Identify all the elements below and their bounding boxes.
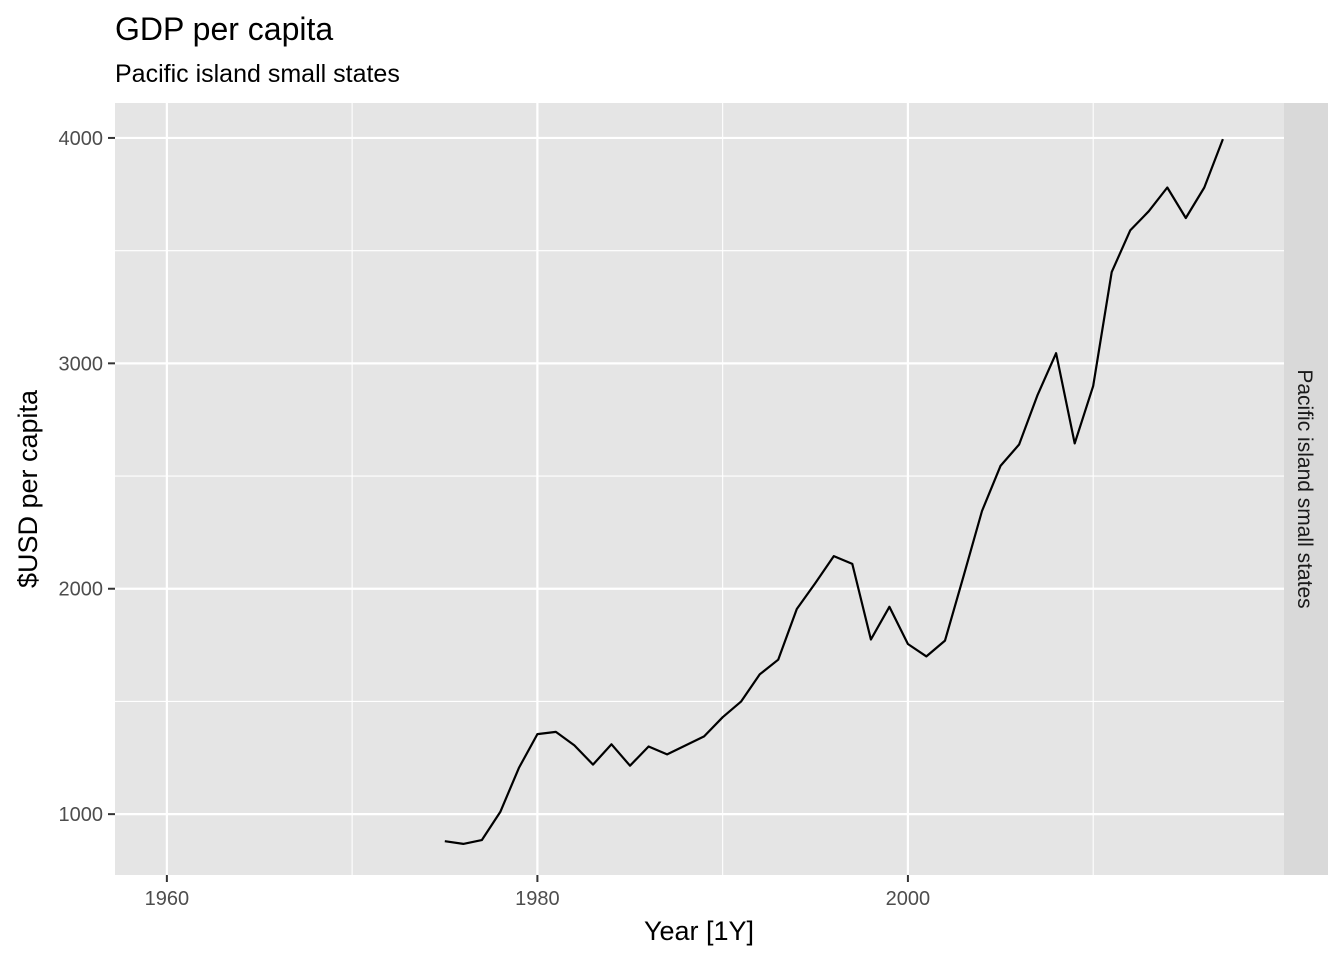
x-axis-title: Year [1Y]: [644, 916, 754, 946]
y-tick-label: 1000: [59, 804, 104, 826]
x-tick-label: 2000: [886, 888, 931, 910]
y-tick-label: 3000: [59, 353, 104, 375]
facet-strip: [1284, 103, 1328, 875]
y-tick-label: 4000: [59, 128, 104, 150]
y-tick-label: 2000: [59, 579, 104, 601]
x-axis-ticks: 1960 1980 2000: [145, 875, 931, 910]
facet-strip-label: Pacific island small states: [1293, 369, 1316, 608]
y-axis-title: $USD per capita: [13, 389, 43, 588]
chart-title: GDP per capita: [115, 11, 333, 47]
chart-subtitle: Pacific island small states: [115, 60, 400, 88]
plot-panel: [115, 103, 1284, 875]
grid-major: [115, 103, 1284, 875]
y-axis-ticks: 1000 2000 3000 4000: [59, 128, 115, 826]
grid-minor: [115, 103, 1284, 875]
x-tick-label: 1960: [145, 888, 190, 910]
series-line-gdp: [444, 138, 1224, 845]
x-tick-label: 1980: [515, 888, 560, 910]
